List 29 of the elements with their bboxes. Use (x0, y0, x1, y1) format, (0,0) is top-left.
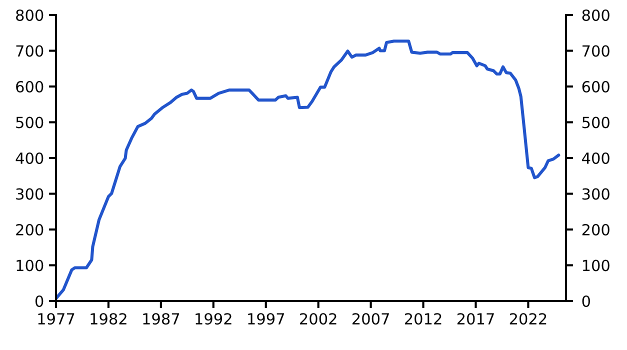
x-tick-label: 1987 (143, 313, 180, 325)
y2-tick-label: 100 (582, 260, 610, 272)
y-tick-label: 200 (16, 224, 44, 236)
y2-tick-label: 300 (582, 188, 610, 200)
y-tick-label: 600 (16, 80, 44, 93)
x-tick-label: 2007 (352, 313, 389, 325)
y-tick-label: 0 (35, 295, 44, 308)
x-tick-label: 1997 (248, 313, 284, 325)
y2-tick-label: 800 (582, 9, 610, 22)
y2-tick-label: 0 (582, 295, 590, 308)
x-tick-label: 2012 (404, 313, 442, 325)
x-tick-label: 2022 (510, 313, 546, 325)
x-tick-label: 1992 (196, 313, 232, 325)
y2-tick-label: 400 (582, 152, 610, 164)
y2-tick-label: 700 (582, 45, 610, 57)
y-tick-label: 700 (16, 45, 44, 57)
x-tick-label: 1982 (90, 313, 126, 325)
x-tick-label: 2017 (457, 313, 494, 325)
x-tick-label: 2002 (300, 313, 336, 325)
line-series (56, 40, 560, 300)
y2-tick-label: 200 (582, 224, 610, 236)
x-tick-label: 1977 (38, 313, 74, 325)
y2-tick-label: 600 (582, 80, 610, 93)
y-tick-label: 800 (16, 9, 44, 22)
y-tick-label: 300 (16, 188, 44, 200)
y-tick-label: 100 (16, 260, 44, 272)
y2-tick-label: 500 (582, 116, 610, 128)
y-tick-label: 400 (16, 152, 44, 164)
y-tick-label: 500 (16, 116, 44, 128)
